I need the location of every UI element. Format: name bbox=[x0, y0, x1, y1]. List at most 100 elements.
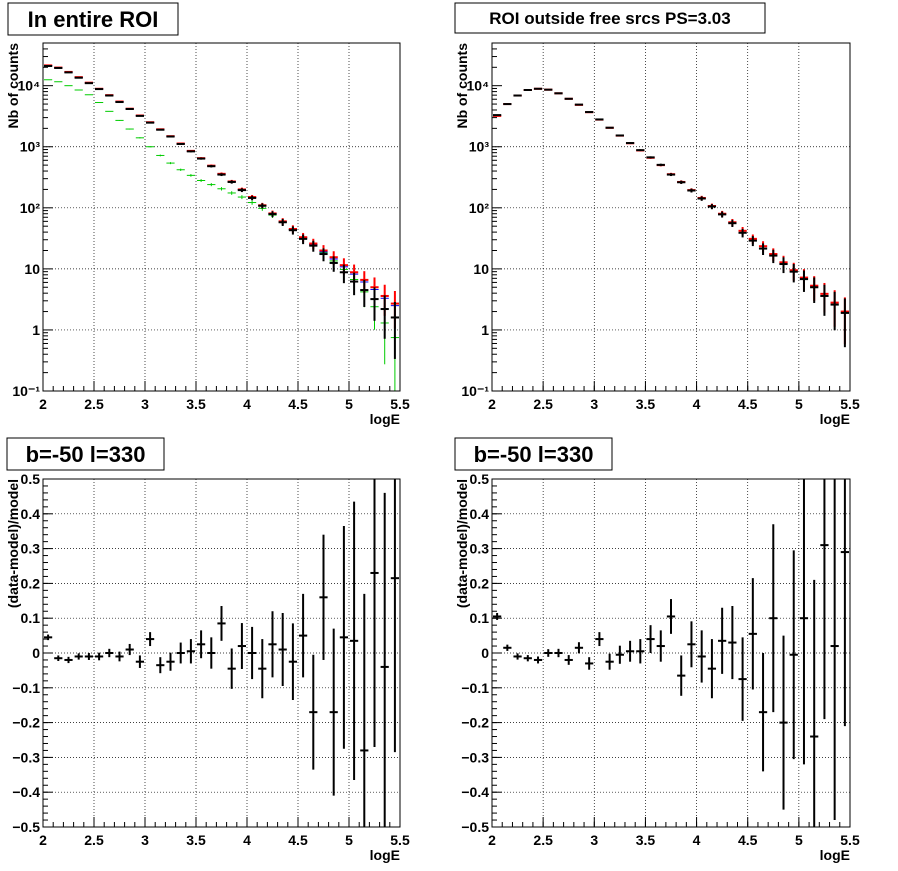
grid-lines bbox=[492, 43, 850, 391]
residual-point bbox=[380, 492, 389, 827]
y-tick-label: 10⁴ bbox=[18, 78, 41, 94]
title-box bbox=[7, 2, 179, 36]
data-point bbox=[687, 188, 696, 193]
y-tick-label: −0.3 bbox=[461, 749, 489, 765]
y-tick-label: 0.3 bbox=[470, 541, 490, 557]
x-tick-label: 2.5 bbox=[84, 832, 104, 848]
residual-point bbox=[574, 642, 584, 654]
panel-residuals-left: 2 2.5 3 3.5 4 4.5 5 5.5 −0.5 −0.4 −0.3 −0.2 −0.1 0 0.1… bbox=[5, 437, 410, 863]
data-point bbox=[237, 188, 246, 193]
residual-point bbox=[176, 642, 185, 664]
residual-point bbox=[44, 634, 53, 641]
residual-point bbox=[738, 637, 747, 721]
data-point bbox=[728, 219, 737, 227]
residual-point bbox=[718, 607, 727, 674]
data-point bbox=[227, 180, 236, 184]
x-tick-label: 5.5 bbox=[840, 832, 860, 848]
residual-point bbox=[146, 632, 155, 647]
residual-point bbox=[585, 657, 594, 670]
residual-point bbox=[779, 635, 788, 810]
residual-point bbox=[197, 630, 206, 659]
residual-point bbox=[636, 639, 645, 664]
residual-point bbox=[544, 649, 553, 657]
residual-point bbox=[54, 655, 63, 662]
residual-point bbox=[656, 630, 665, 662]
residual-point bbox=[268, 611, 277, 678]
data-point bbox=[135, 114, 144, 117]
x-tick-label: 4 bbox=[693, 832, 701, 848]
x-tick-label: 3.5 bbox=[636, 396, 656, 412]
data-point bbox=[748, 236, 757, 247]
data-point bbox=[677, 180, 686, 184]
x-axis-label: logE bbox=[370, 411, 400, 427]
residual-point bbox=[248, 626, 257, 680]
data-point bbox=[370, 287, 379, 321]
residual-point bbox=[769, 524, 778, 713]
residual-point bbox=[64, 656, 73, 664]
residual-point bbox=[533, 656, 543, 664]
data-point bbox=[789, 264, 798, 283]
component-point bbox=[135, 137, 144, 139]
axis-ticks: 2 2.5 3 3.5 4 4.5 5 5.5 10⁻¹ 1 10 10² 10³ 10⁴ bbox=[461, 42, 860, 412]
panel-title: In entire ROI bbox=[28, 7, 159, 32]
y-tick-label: 10⁻¹ bbox=[461, 383, 489, 399]
x-tick-label: 2.5 bbox=[533, 396, 553, 412]
residual-point bbox=[339, 525, 348, 749]
residual-point bbox=[156, 657, 165, 674]
residual-point bbox=[595, 632, 604, 647]
residual-point bbox=[95, 652, 104, 661]
data-point bbox=[380, 295, 389, 339]
x-tick-label: 3.5 bbox=[186, 832, 206, 848]
residual-point bbox=[758, 653, 768, 772]
residual-point bbox=[207, 637, 216, 669]
panel-counts-entire-roi: 2 2.5 3 3.5 4 4.5 5 5.5 10⁻¹ 1 10 10² 10³ 10⁴ In enti… bbox=[5, 2, 410, 427]
residual-point bbox=[666, 599, 676, 634]
data-marks bbox=[493, 479, 849, 827]
y-tick-label: −0.5 bbox=[12, 819, 40, 835]
data-point bbox=[718, 211, 727, 218]
residual-point bbox=[646, 625, 655, 653]
component-point bbox=[156, 154, 165, 157]
panel-counts-outside-free-srcs: 2 2.5 3 3.5 4 4.5 5 5.5 10⁻¹ 1 10 10² 10³ 10⁴ ROI out… bbox=[454, 2, 860, 427]
residual-point bbox=[493, 612, 502, 620]
residual-point bbox=[105, 648, 114, 658]
x-tick-label: 4.5 bbox=[288, 832, 308, 848]
residual-point bbox=[830, 479, 839, 821]
residual-point bbox=[360, 593, 369, 827]
y-tick-label: −0.4 bbox=[12, 784, 40, 800]
residual-point bbox=[186, 639, 195, 664]
y-tick-label: 1 bbox=[32, 322, 40, 338]
residual-point bbox=[820, 479, 829, 720]
data-marks bbox=[44, 479, 399, 827]
data-point bbox=[605, 126, 614, 129]
data-point bbox=[309, 240, 318, 252]
residual-point bbox=[288, 623, 297, 700]
panel-title: b=-50 l=330 bbox=[474, 442, 594, 467]
data-marks bbox=[493, 87, 849, 348]
data-point bbox=[299, 234, 308, 245]
y-tick-label: −0.2 bbox=[461, 715, 489, 731]
data-point bbox=[207, 165, 216, 168]
grid-lines bbox=[43, 43, 400, 391]
y-tick-label: 0 bbox=[32, 645, 40, 661]
y-axis-label: Nb of counts bbox=[454, 43, 470, 129]
y-tick-label: −0.3 bbox=[12, 749, 40, 765]
data-point bbox=[625, 142, 635, 145]
residual-point bbox=[237, 623, 246, 670]
residual-point bbox=[789, 550, 798, 760]
data-point bbox=[248, 195, 257, 201]
data-point bbox=[810, 277, 819, 303]
y-tick-label: 10³ bbox=[469, 139, 490, 155]
x-tick-label: 5 bbox=[345, 396, 353, 412]
component-point bbox=[207, 183, 216, 187]
data-point bbox=[615, 134, 624, 137]
data-point bbox=[288, 226, 297, 235]
residual-point bbox=[278, 612, 287, 687]
y-tick-label: 10⁻¹ bbox=[12, 383, 40, 399]
residual-point bbox=[350, 501, 359, 781]
residual-point bbox=[677, 655, 686, 696]
y-tick-label: −0.2 bbox=[12, 715, 40, 731]
y-tick-label: −0.4 bbox=[461, 784, 489, 800]
residual-point bbox=[217, 606, 226, 641]
